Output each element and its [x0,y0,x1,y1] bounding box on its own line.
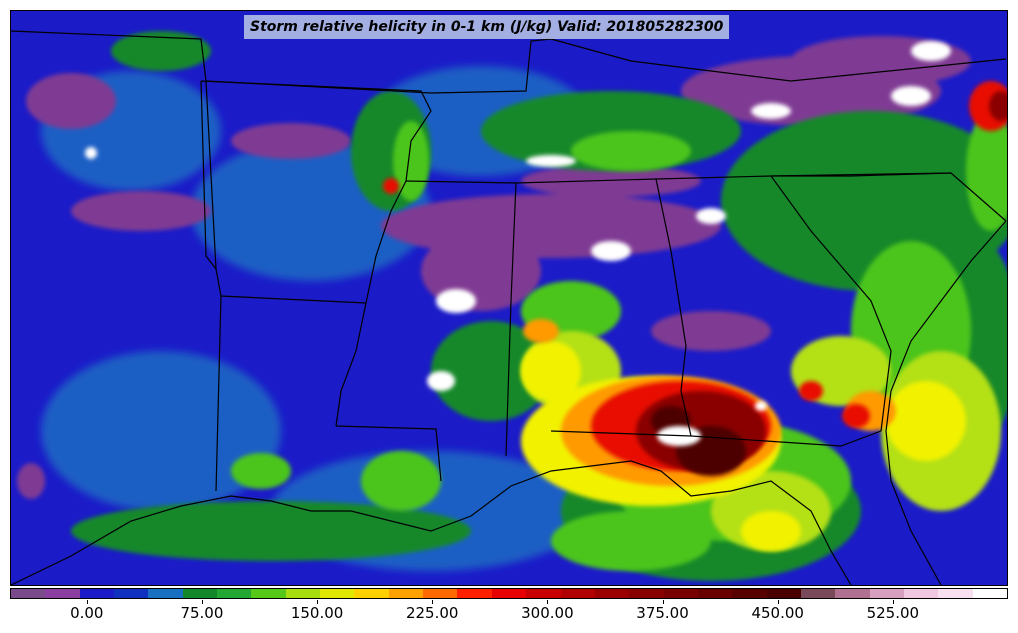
colorbar-tick-label: 225.00 [405,604,459,622]
colorbar-tick [662,600,664,604]
colorbar-tick-label: 300.00 [521,604,574,622]
map-title: Storm relative helicity in 0-1 km (J/kg)… [244,15,730,39]
colorbar-swatch [423,589,458,598]
colorbar-swatch [457,589,492,598]
colorbar-swatch [491,589,527,598]
ks-mo-line [11,30,432,94]
colorbar-swatch [972,589,1007,598]
colorbar-tick [432,600,434,604]
colorbar-swatch [903,589,939,598]
colorbar-swatch [697,589,733,598]
colorbar-tick [317,600,319,604]
colorbar-swatch [766,589,801,598]
colorbar-swatch [869,589,904,598]
colorbar-tick-label: 525.00 [866,604,920,622]
colorbar [10,588,1008,599]
gulf-coast [11,460,852,585]
colorbar-swatch [800,589,836,598]
nc-sc-line [771,172,1007,222]
ms-al-line [505,182,517,457]
colorbar-tick-label: 0.00 [70,604,104,622]
colorbar-swatch [388,589,424,598]
colorbar-swatch [11,589,46,598]
colorbar-tick [777,600,779,604]
colorbar-tick [86,600,88,604]
colorbar-swatch [560,589,595,598]
helicity-map [10,10,1008,586]
mo-ar-line [200,80,432,182]
colorbar-swatch [114,589,149,598]
field-purple [17,36,971,499]
colorbar-swatch [526,589,561,598]
colorbar-swatch [354,589,389,598]
state-boundaries [11,30,1007,585]
ok-tx-line [200,80,217,270]
al-fl-line [550,430,692,437]
colorbar-tick [892,600,894,604]
east-coast [885,220,1007,585]
tx-la-line [215,295,222,492]
ky-tn-line [430,38,552,94]
colorbar-swatch [148,589,183,598]
colorbar-swatch [663,589,698,598]
colorbar-swatch [45,589,80,598]
colorbar-swatch [320,589,355,598]
ga-fl-line [690,430,882,447]
colorbar-swatch [938,589,973,598]
ok-ar-line [205,80,217,270]
colorbar-swatch [594,589,630,598]
va-line [550,38,1007,82]
colorbar-swatch [217,589,252,598]
la-ms-line [335,425,442,482]
colorbar-tick [547,600,549,604]
colorbar-swatch [79,589,115,598]
colorbar-tick-label: 75.00 [180,604,224,622]
colorbar-tick-label: 150.00 [290,604,344,622]
al-ga-line [655,178,692,437]
ar-ms-river [335,180,407,427]
colorbar-tick [201,600,203,604]
colorbar-swatch [182,589,218,598]
colorbar-swatch [251,589,286,598]
colorbar-swatch [629,589,664,598]
colorbar-swatch [285,589,321,598]
ga-sc-line [770,175,892,432]
colorbar-swatch [732,589,767,598]
colorbar-tick-label: 450.00 [751,604,804,622]
colorbar-swatch [835,589,870,598]
colorbar-tick-label: 375.00 [636,604,689,622]
colorbar-ticks: 0.00 75.00 150.00 225.00 300.00 375.00 450.00 5… [10,600,1008,630]
